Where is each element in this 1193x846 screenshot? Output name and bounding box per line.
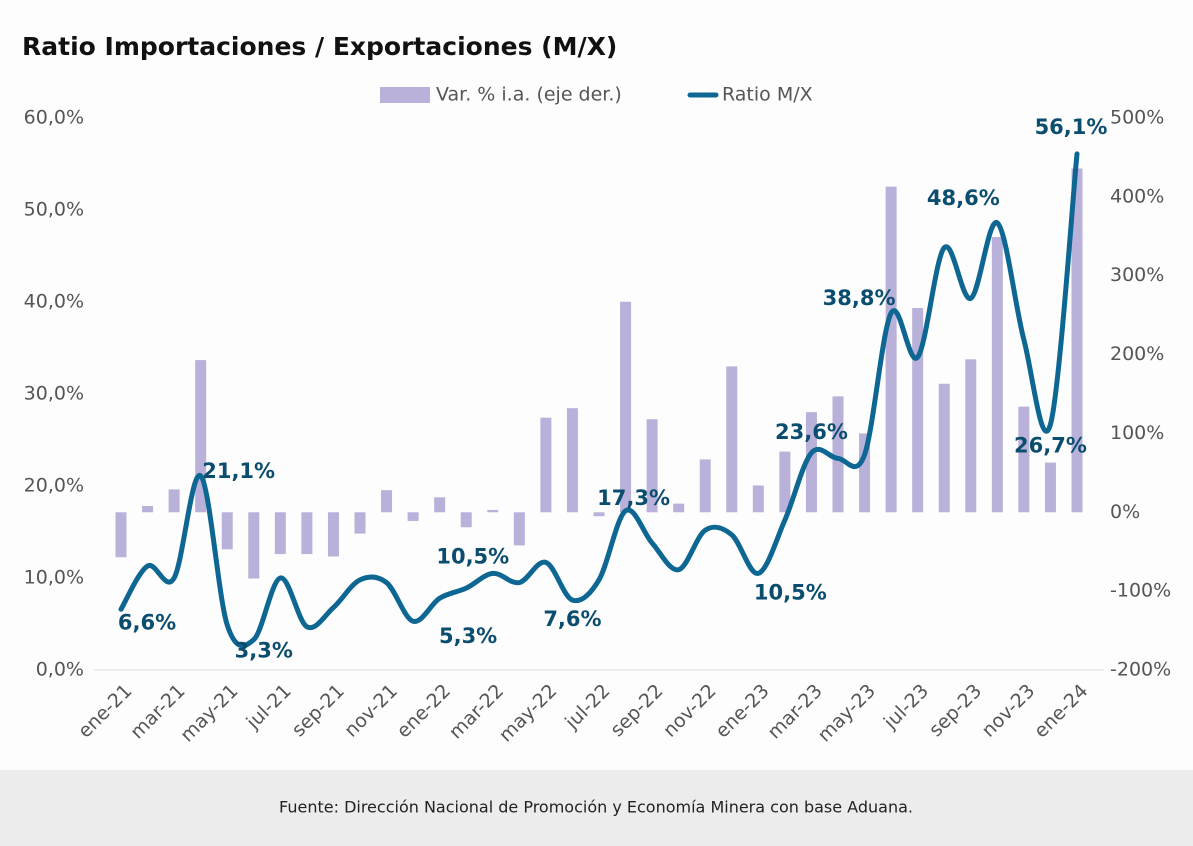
bar (327, 512, 339, 557)
bar (593, 512, 605, 517)
bar (805, 412, 817, 513)
bar (752, 485, 764, 513)
bar (646, 419, 658, 513)
data-label: 23,6% (775, 420, 848, 444)
y2-tick-label: 200% (1110, 343, 1164, 365)
y-tick-label: 0,0% (36, 659, 84, 681)
bar (115, 512, 127, 558)
bar (513, 512, 525, 546)
y-tick-label: 20,0% (24, 475, 84, 497)
bar (991, 237, 1003, 513)
y2-tick-label: 100% (1110, 422, 1164, 444)
y-tick-label: 30,0% (24, 383, 84, 405)
bar (938, 383, 950, 513)
bar (274, 512, 286, 555)
y2-tick-label: -200% (1110, 659, 1171, 681)
bar (566, 408, 578, 513)
bar (381, 490, 393, 513)
bar (859, 433, 871, 513)
bar (726, 366, 738, 513)
y2-tick-label: 500% (1110, 107, 1164, 129)
data-label: 7,6% (543, 607, 601, 631)
data-label: 56,1% (1035, 115, 1108, 139)
bar (1044, 462, 1056, 513)
legend-label: Ratio M/X (722, 84, 813, 106)
bar (673, 503, 685, 513)
bar (434, 497, 446, 513)
bar (407, 512, 419, 521)
data-label: 21,1% (202, 459, 275, 483)
bar (620, 301, 632, 513)
chart-title: Ratio Importaciones / Exportaciones (M/X… (22, 32, 617, 61)
data-label: 6,6% (118, 610, 176, 634)
bar (248, 512, 260, 579)
y2-tick-label: -100% (1110, 580, 1171, 602)
y-tick-label: 10,0% (24, 567, 84, 589)
y2-tick-label: 0% (1110, 501, 1140, 523)
bar (487, 509, 499, 513)
bar (221, 512, 233, 550)
data-label: 5,3% (439, 624, 497, 648)
y2-tick-label: 300% (1110, 264, 1164, 286)
bar (912, 308, 924, 513)
y2-tick-label: 400% (1110, 185, 1164, 207)
data-label: 48,6% (927, 186, 1000, 210)
bar (885, 186, 897, 513)
data-label: 38,8% (823, 286, 896, 310)
data-label: 17,3% (597, 486, 670, 510)
bar (779, 451, 791, 513)
data-label: 10,5% (754, 580, 827, 604)
y-tick-label: 50,0% (24, 199, 84, 221)
bar (832, 396, 844, 513)
y-tick-label: 40,0% (24, 291, 84, 313)
bar (1071, 168, 1083, 513)
plot-background (0, 0, 1193, 770)
line (118, 151, 1080, 649)
legend-label: Var. % i.a. (eje der.) (436, 84, 622, 106)
data-label: 26,7% (1014, 433, 1087, 457)
bar (1018, 406, 1030, 513)
bar (540, 417, 552, 513)
bar (195, 360, 207, 513)
bar (168, 489, 180, 513)
bar (142, 505, 154, 513)
bar (965, 359, 977, 513)
bar (460, 512, 472, 528)
y-tick-label: 60,0% (24, 107, 84, 129)
bar (354, 512, 366, 534)
source: Fuente: Dirección Nacional de Promoción … (279, 798, 913, 817)
footer-background (0, 770, 1193, 846)
data-label: 3,3% (235, 639, 293, 663)
bar (699, 459, 711, 513)
data-label: 10,5% (436, 544, 509, 568)
legend-swatch (380, 87, 430, 103)
bar (301, 512, 313, 555)
